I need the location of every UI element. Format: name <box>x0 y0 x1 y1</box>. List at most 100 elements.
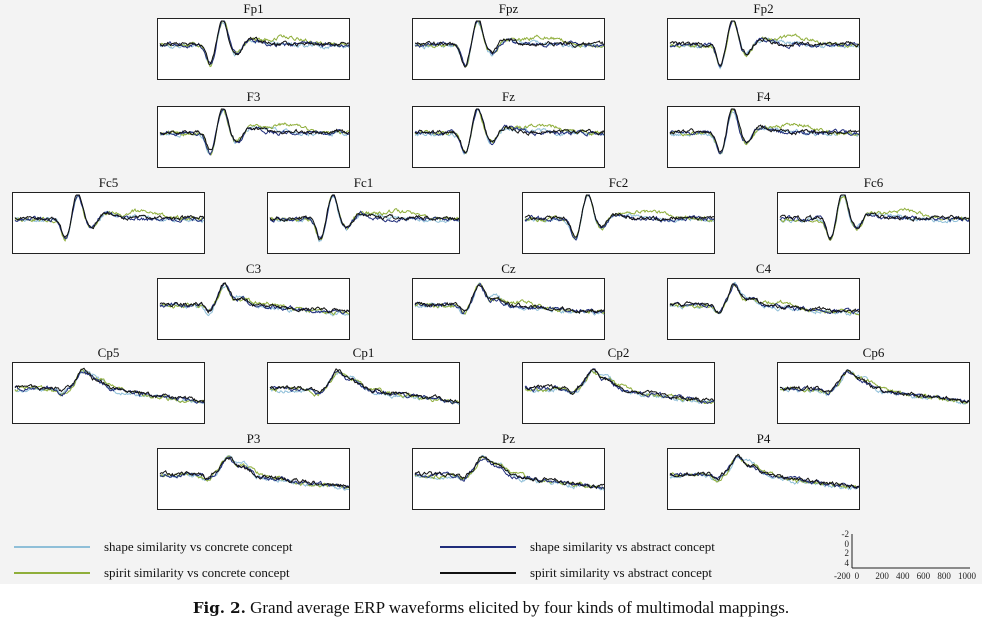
plot-area <box>522 362 715 424</box>
series-line <box>524 369 715 404</box>
series-line <box>669 20 860 68</box>
series-line <box>159 20 350 65</box>
legend-label: spirit similarity vs abstract concept <box>530 565 712 580</box>
series-line <box>524 368 715 402</box>
series-line <box>669 20 860 68</box>
erp-panel: Cp6 <box>777 346 970 424</box>
series-line <box>159 282 350 314</box>
plot-area <box>412 18 605 80</box>
waveform-plot <box>414 107 605 155</box>
caption-label: Fig. 2. <box>192 599 246 617</box>
waveform-plot <box>159 282 350 317</box>
waveform-plot <box>669 107 860 155</box>
erp-panel: F4 <box>667 89 860 168</box>
plot-area <box>412 278 605 340</box>
plot-area <box>267 362 460 424</box>
series-line <box>414 282 605 315</box>
erp-panel: P3 <box>157 431 350 510</box>
series-line <box>779 194 970 241</box>
legend-swatch <box>440 546 516 548</box>
plot-area <box>12 362 205 424</box>
plot-area <box>667 106 860 168</box>
scale-x-tick: 200 <box>875 571 889 581</box>
series-line <box>669 453 860 490</box>
scale-x-tick: 1000 <box>958 571 976 581</box>
waveform-plot <box>524 194 715 241</box>
erp-panel: P4 <box>667 432 860 510</box>
plot-area <box>777 362 970 424</box>
series-line <box>269 368 460 404</box>
series-line <box>159 456 350 489</box>
waveform-plot <box>269 368 460 406</box>
scale-y-tick: -2 <box>841 529 850 539</box>
legend-swatch <box>14 572 90 574</box>
waveform-plot <box>414 20 605 68</box>
waveform-plot <box>159 20 350 68</box>
series-line <box>14 194 205 240</box>
electrode-label: Cp2 <box>607 345 630 360</box>
series-line <box>414 108 605 154</box>
waveform-plot <box>269 194 460 243</box>
scale-axes <box>851 534 970 569</box>
waveform-plot <box>14 194 205 242</box>
plot-area <box>157 18 350 80</box>
series-line <box>270 194 460 239</box>
electrode-label: Fz <box>502 89 515 104</box>
erp-panel: Cz <box>412 261 605 340</box>
series-line <box>669 20 860 67</box>
erp-panel: Fp1 <box>157 2 350 80</box>
series-line <box>269 194 460 241</box>
series-line <box>269 194 460 241</box>
scale-y-tick: 2 <box>844 548 850 558</box>
erp-panel: Fpz <box>412 1 605 80</box>
series-line <box>669 281 860 316</box>
waveform-plot <box>14 367 205 405</box>
electrode-label: Fpz <box>498 1 519 16</box>
erp-panel: Cp2 <box>522 345 715 424</box>
series-line <box>414 456 605 490</box>
series-line <box>414 20 604 66</box>
series-line <box>779 370 970 403</box>
scale-x-tick: 600 <box>916 571 931 581</box>
electrode-label: Cp1 <box>352 345 375 360</box>
electrode-label: Cz <box>501 261 516 276</box>
waveform-plot <box>414 454 605 491</box>
electrode-label: Fc5 <box>98 175 119 190</box>
electrode-label: F4 <box>756 89 771 104</box>
series-line <box>669 20 860 70</box>
figure-caption: Fig. 2. Grand average ERP waveforms elic… <box>0 598 982 618</box>
waveform-plot <box>669 281 860 316</box>
scale-bar: -2 0 2 4 -200 0 200 400 600 800 1000 <box>828 528 978 584</box>
legend-label: spirit similarity vs concrete concept <box>104 565 290 580</box>
plot-area <box>667 278 860 340</box>
series-line <box>414 281 605 316</box>
legend-label: shape similarity vs abstract concept <box>530 539 715 554</box>
series-line <box>669 111 860 155</box>
series-line <box>159 108 350 151</box>
series-line <box>524 194 715 238</box>
series-line <box>779 195 969 241</box>
series-line <box>669 282 860 315</box>
plot-area <box>267 192 460 254</box>
electrode-label: Fc2 <box>608 175 629 190</box>
legend-label: shape similarity vs concrete concept <box>104 539 293 554</box>
scale-y-tick: 0 <box>844 538 850 549</box>
plot-area <box>522 192 715 254</box>
electrode-label: P3 <box>246 431 261 446</box>
erp-panel: Fp2 <box>667 2 860 80</box>
series-line <box>414 20 605 68</box>
erp-panel: Fz <box>412 89 605 168</box>
waveform-plot <box>524 368 715 405</box>
erp-panel: Fc2 <box>522 175 715 254</box>
waveform-plot <box>414 281 605 316</box>
series-line <box>159 108 350 156</box>
plot-area <box>667 448 860 510</box>
legend-swatch <box>14 546 90 548</box>
scale-x-tick: 400 <box>896 571 910 581</box>
electrode-label: C4 <box>755 261 772 276</box>
erp-panel: C4 <box>667 261 860 340</box>
plot-area <box>157 448 350 510</box>
erp-panel: Cp1 <box>267 345 460 424</box>
plot-area <box>12 192 205 254</box>
waveform-plot <box>669 20 860 70</box>
